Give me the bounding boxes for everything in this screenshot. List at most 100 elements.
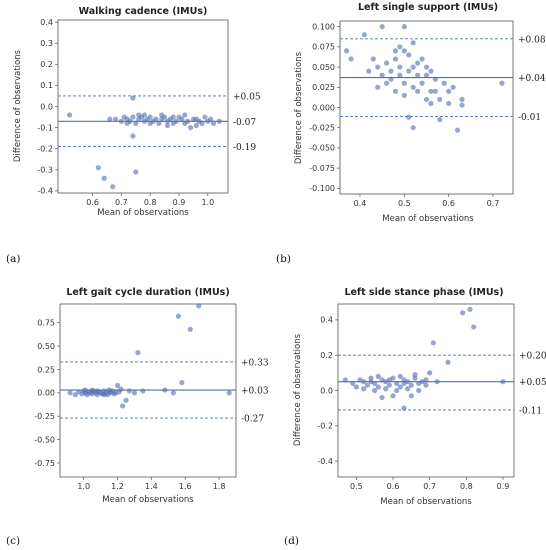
panel-c-y-ticks: -0.75 -0.50 -0.25 0.00 0.25 0.50 0.75: [34, 319, 60, 468]
panel-b-data-point: [375, 64, 381, 70]
panel-a-points: [66, 95, 222, 190]
panel-d-data-point: [408, 382, 414, 388]
panel-b-y-tick-label: 0.025: [312, 83, 335, 92]
panel-a-data-point: [153, 116, 159, 122]
panel-d-data-point: [430, 340, 436, 346]
panel-b-y-ticks: -0.100 -0.075 -0.050 -0.025 0.000 0.025 0.050 0…: [309, 22, 340, 193]
panel-c-data-point: [67, 390, 73, 396]
panel-b-data-point: [383, 60, 390, 66]
panel-c-y-tick-label: 0.25: [37, 365, 55, 374]
panel-a-data-point: [147, 114, 153, 120]
panel-b-y-tick-label: 0.100: [312, 22, 335, 31]
panel-c-data-point: [89, 387, 95, 393]
panel-b-data-point: [410, 64, 416, 70]
panel-b-y-tick-label: -0.025: [309, 124, 335, 133]
panel-d-data-point: [460, 310, 466, 316]
panel-b-y-axis-label: Difference of observations: [294, 51, 304, 164]
panel-c-points: [67, 303, 232, 409]
panel-b-y-tick-label: 0.050: [312, 63, 335, 72]
panel-a-y-tick-label: -0.4: [37, 187, 53, 196]
panel-d-data-point: [416, 387, 422, 394]
panel-b-data-point: [419, 56, 425, 62]
panel-b-data-point: [428, 88, 434, 94]
panel-a-x-axis-label: Mean of observations: [97, 208, 189, 218]
panel-d-y-tick-label: 0.4: [320, 316, 333, 325]
panel-b-data-point: [410, 40, 416, 46]
panel-d-y-axis-label: Difference of observations: [293, 333, 303, 446]
panel-c-x-tick-label: 1.6: [179, 482, 192, 491]
panel-a-data-point: [208, 116, 214, 122]
panel-b-data-point: [392, 88, 399, 94]
panel-c-data-point: [131, 390, 138, 396]
panel-a-data-point: [187, 124, 194, 131]
panel-a-right-label: -0.07: [233, 118, 256, 128]
panel-a-data-point: [136, 112, 142, 118]
panel-d-label: (d): [284, 535, 299, 547]
panel-b-x-tick-label: 0.4: [354, 199, 367, 208]
panel-d-data-point: [379, 394, 385, 401]
panel-d-data-point: [372, 387, 378, 394]
panel-b-data-point: [446, 88, 452, 94]
panel-d-right-label: +0.20: [519, 352, 546, 362]
panel-a-data-point: [124, 120, 130, 126]
panel-a-y-tick-label: 0.1: [40, 81, 53, 90]
panel-b-data-point: [459, 96, 465, 103]
panel-a-data-point: [107, 116, 113, 122]
panel-a-data-point: [141, 112, 148, 118]
panel-b-x-axis-label: Mean of observations: [382, 214, 474, 224]
panel-b-data-point: [388, 68, 394, 74]
panel-d-data-point: [394, 387, 400, 394]
panel-a-data-point: [179, 116, 185, 122]
panel-d-y-tick-label: 0.0: [320, 386, 333, 395]
panel-a-x-tick-label: 1.0: [201, 198, 214, 207]
panel-d-data-point: [445, 359, 451, 365]
panel-d-data-point: [350, 380, 356, 387]
panel-a-data-point: [66, 112, 73, 118]
panel-b-x-tick-label: 0.6: [442, 199, 455, 208]
panel-b-y-tick-label: 0.075: [312, 43, 335, 52]
panel-c-data-point: [106, 387, 112, 393]
panel-c-title: Left gait cycle duration (IMUs): [66, 287, 229, 298]
panel-b-data-point: [344, 48, 350, 54]
panel-a-data-point: [101, 175, 107, 181]
panel-a-data-point: [164, 122, 171, 129]
panel-a-y-axis-label: Difference of observations: [13, 49, 23, 162]
panel-b-data-point: [370, 56, 376, 62]
panel-a-data-point: [110, 184, 116, 190]
panel-c-y-tick-label: -0.50: [34, 435, 55, 444]
panel-d-data-point: [427, 370, 433, 376]
panel-b-data-point: [397, 64, 403, 70]
panel-a-data-point: [182, 112, 188, 118]
panel-c-data-point: [114, 382, 121, 388]
panel-a-label: (a): [6, 253, 20, 265]
panel-d-data-point: [423, 382, 429, 388]
panel-a-right-labels: +0.05 -0.07 -0.19: [233, 92, 261, 153]
panel-d-y-tick-label: -0.2: [317, 422, 333, 431]
panel-b-right-label: +0.04: [518, 74, 546, 84]
panel-b-data-point: [499, 80, 505, 86]
panel-b-data-point: [432, 76, 438, 82]
panel-a-title: Walking cadence (IMUs): [79, 6, 208, 17]
panel-c-data-point: [101, 392, 107, 398]
panel-b-data-point: [450, 84, 456, 90]
panel-d-right-label: -0.11: [519, 406, 542, 416]
panel-c-x-axis-label: Mean of observations: [102, 495, 194, 505]
panel-c-right-label: +0.33: [241, 358, 269, 368]
panel-d-data-point: [390, 393, 396, 399]
panel-b-data-point: [406, 52, 412, 58]
panel-d-x-tick-label: 0.7: [423, 482, 436, 491]
panel-d-data-point: [386, 377, 392, 383]
panel-b: Left single support (IMUs) -0.100-0.075-…: [276, 2, 546, 265]
panel-d-data-point: [408, 393, 414, 399]
panel-a-data-point: [210, 120, 217, 126]
panel-c-data-point: [82, 387, 88, 393]
panel-c-y-tick-label: 0.75: [37, 319, 55, 328]
panel-b-right-labels: +0.08 +0.04 -0.01: [518, 35, 546, 123]
panel-a-right-label: +0.05: [233, 92, 261, 102]
panel-d-data-point: [361, 379, 367, 385]
panel-b-data-point: [401, 92, 407, 98]
panel-b-y-tick-label: -0.050: [309, 144, 335, 153]
panel-c-data-point: [94, 388, 100, 394]
panel-d-data-point: [401, 380, 407, 387]
panel-b-right-label: +0.08: [518, 35, 546, 45]
